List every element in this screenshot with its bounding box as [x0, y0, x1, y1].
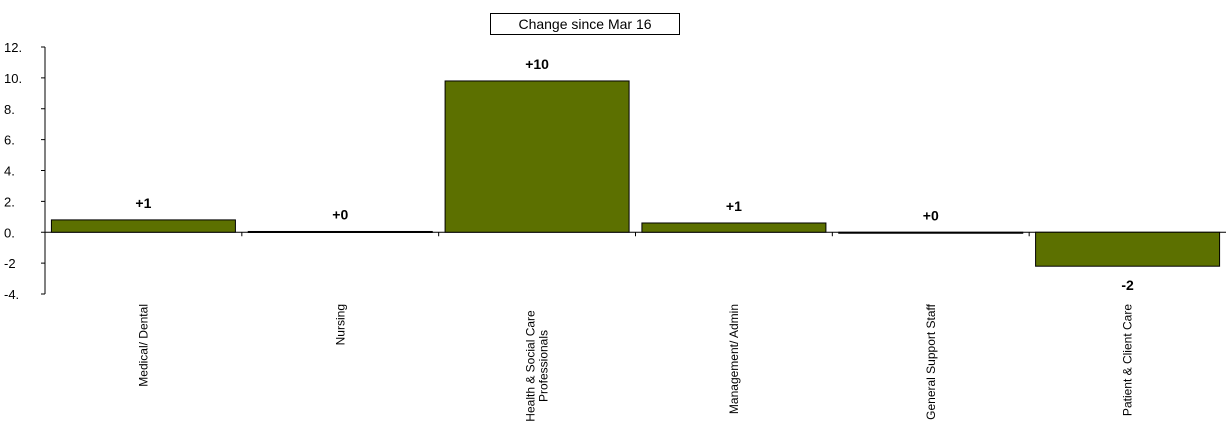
y-tick-label: 10. [4, 71, 22, 86]
bar [444, 80, 630, 233]
y-tick-label: 4. [4, 164, 15, 179]
data-label: +1 [135, 195, 151, 211]
chart-labels: +1 Medical/ Dental +0 Nursing +10 Health & So… [135, 56, 1134, 422]
chart-bars [50, 80, 1221, 267]
data-label: +0 [923, 207, 939, 223]
chart-axes: 12. 10. 8. 6. 4. 2. 0. -2 -4. [4, 40, 1226, 302]
svg-text:Medical/ Dental: Medical/ Dental [136, 304, 150, 387]
y-tick-label: 0. [4, 225, 15, 240]
x-category-label: General Support Staff [924, 303, 938, 420]
svg-text:Patient & Client Care: Patient & Client Care [1121, 304, 1135, 416]
y-tick-label: -2 [4, 256, 16, 271]
x-category-label: Health & Social Care Professionals [524, 310, 551, 422]
svg-text:General Support Staff: General Support Staff [924, 303, 938, 420]
bar [50, 219, 236, 233]
data-label: +10 [525, 56, 549, 72]
data-label: +1 [726, 198, 742, 214]
y-tick-label: 12. [4, 40, 22, 55]
data-label: +0 [332, 206, 348, 222]
y-tick-label: 6. [4, 133, 15, 148]
x-category-label: Nursing [333, 304, 347, 345]
y-tick-label: 8. [4, 102, 15, 117]
bar [641, 222, 827, 233]
y-tick-label: 2. [4, 194, 15, 209]
svg-text:Professionals: Professionals [537, 330, 551, 402]
svg-text:Management/ Admin: Management/ Admin [727, 304, 741, 414]
chart-title: Change since Mar 16 [490, 13, 680, 35]
bar [1035, 231, 1221, 267]
bar [838, 231, 1024, 234]
data-label: -2 [1121, 277, 1134, 293]
bar [247, 230, 433, 233]
x-category-label: Patient & Client Care [1121, 304, 1135, 416]
svg-text:Nursing: Nursing [333, 304, 347, 345]
x-category-label: Management/ Admin [727, 304, 741, 414]
svg-text:Health & Social Care: Health & Social Care [524, 310, 538, 422]
x-category-label: Medical/ Dental [136, 304, 150, 387]
y-tick-label: -4. [4, 287, 19, 302]
